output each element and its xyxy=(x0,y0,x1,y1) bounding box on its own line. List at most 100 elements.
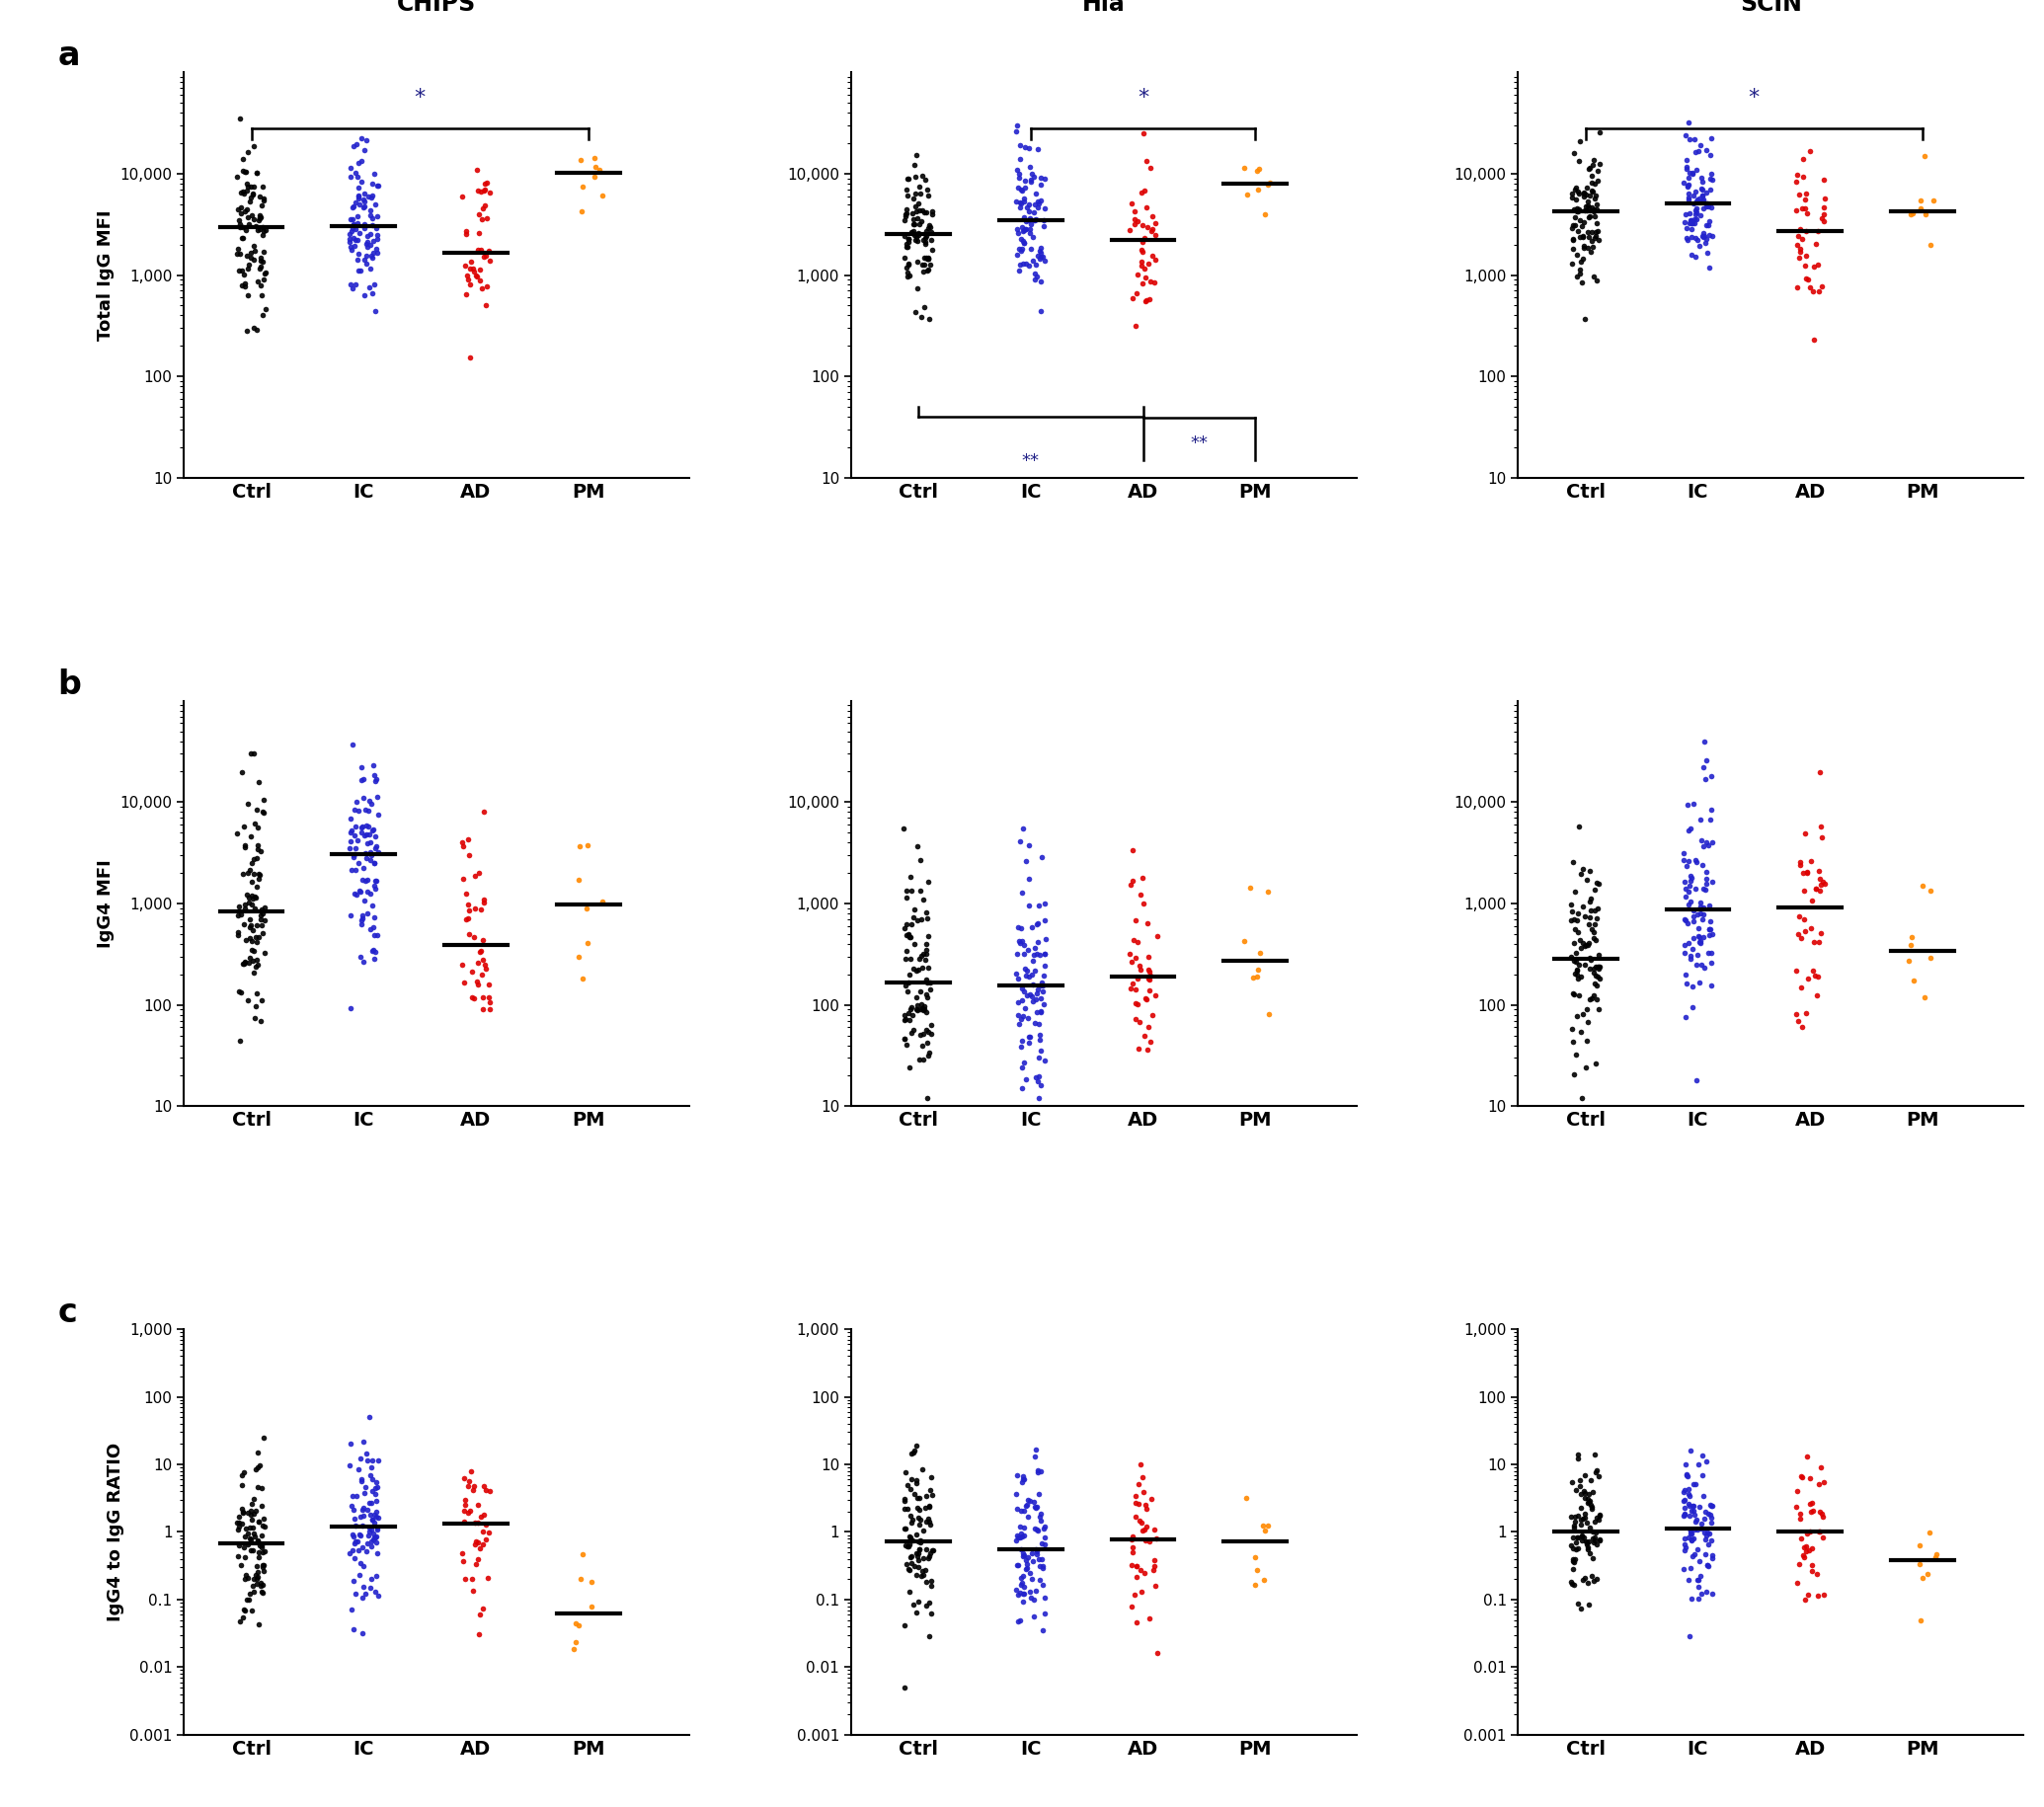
Point xyxy=(356,840,388,869)
Point xyxy=(1010,206,1042,235)
Point xyxy=(1020,985,1053,1014)
Point xyxy=(1782,920,1815,949)
Point xyxy=(354,1402,386,1431)
Point xyxy=(891,258,924,287)
Point xyxy=(339,880,372,909)
Point xyxy=(1580,1518,1613,1547)
Point xyxy=(223,210,256,239)
Point xyxy=(1784,1462,1817,1491)
Point xyxy=(360,875,392,904)
Point xyxy=(1782,902,1815,931)
Point xyxy=(1004,188,1036,217)
Point xyxy=(576,1568,609,1597)
Point xyxy=(1694,164,1727,193)
Point xyxy=(914,1039,946,1068)
Point xyxy=(245,1511,278,1540)
Point xyxy=(231,173,264,202)
Point xyxy=(362,172,394,201)
Point xyxy=(1010,249,1042,278)
Point xyxy=(1014,1558,1047,1587)
Point xyxy=(1008,1048,1040,1077)
Point xyxy=(452,266,484,295)
Point xyxy=(1803,276,1836,305)
Point xyxy=(912,1543,944,1572)
Point xyxy=(235,183,268,211)
Point xyxy=(343,943,376,972)
Point xyxy=(466,204,499,233)
Point xyxy=(1690,190,1723,219)
Point xyxy=(908,940,940,969)
Point xyxy=(1028,246,1061,275)
Point xyxy=(1002,965,1034,994)
Point xyxy=(237,1500,270,1529)
Point xyxy=(1026,1550,1059,1579)
Point xyxy=(1560,240,1592,269)
Point xyxy=(1002,1523,1034,1552)
Point xyxy=(1132,1035,1165,1064)
Point xyxy=(231,1585,264,1614)
Point xyxy=(1249,1516,1282,1545)
Point xyxy=(908,1561,940,1590)
Point xyxy=(1022,1063,1055,1091)
Point xyxy=(1124,1578,1157,1606)
Point xyxy=(1801,1559,1833,1588)
Point xyxy=(221,920,253,949)
Point xyxy=(1126,269,1159,298)
Point xyxy=(237,860,270,889)
Point xyxy=(1132,249,1165,278)
Point xyxy=(1024,186,1057,215)
Point xyxy=(345,866,378,894)
Point xyxy=(1014,164,1047,193)
Point xyxy=(1014,1578,1047,1606)
Point xyxy=(1676,208,1709,237)
Point xyxy=(893,1532,926,1561)
Point xyxy=(1686,168,1719,197)
Point xyxy=(1014,1583,1047,1612)
Point xyxy=(1024,985,1057,1014)
Point xyxy=(345,904,378,932)
Point xyxy=(1022,1565,1055,1594)
Title: Hla: Hla xyxy=(1081,0,1126,16)
Point xyxy=(1002,1579,1034,1608)
Point xyxy=(901,905,934,934)
Point xyxy=(901,990,934,1019)
Point xyxy=(914,1475,946,1503)
Point xyxy=(1580,1458,1613,1487)
Point xyxy=(1558,960,1590,988)
Point xyxy=(223,1509,256,1538)
Point xyxy=(1584,150,1617,179)
Point xyxy=(1672,170,1705,199)
Point xyxy=(1793,1536,1825,1565)
Point xyxy=(1678,907,1711,936)
Point xyxy=(1672,1489,1705,1518)
Point xyxy=(887,1610,920,1639)
Point xyxy=(910,936,942,965)
Point xyxy=(333,835,366,864)
Point xyxy=(1126,210,1159,239)
Point xyxy=(912,867,944,896)
Point xyxy=(233,887,266,916)
Point xyxy=(1558,195,1590,224)
Point xyxy=(339,788,372,817)
Point xyxy=(1797,1496,1829,1525)
Point xyxy=(1126,1507,1159,1536)
Point xyxy=(1676,1493,1709,1521)
Point xyxy=(472,970,505,999)
Point xyxy=(1672,183,1705,211)
Point xyxy=(1560,1001,1592,1030)
Point xyxy=(1000,1480,1032,1509)
Point xyxy=(1560,878,1592,907)
Point xyxy=(245,1532,278,1561)
Point xyxy=(1803,1469,1836,1498)
Point xyxy=(1676,1541,1709,1570)
Point xyxy=(910,1592,942,1621)
Point xyxy=(1139,208,1171,237)
Point xyxy=(468,887,501,916)
Point xyxy=(1568,179,1600,208)
Point xyxy=(1582,155,1615,184)
Point xyxy=(1000,117,1032,146)
Point xyxy=(243,1610,276,1639)
Point xyxy=(916,1599,948,1628)
Point xyxy=(1684,173,1717,202)
Point xyxy=(460,1549,493,1578)
